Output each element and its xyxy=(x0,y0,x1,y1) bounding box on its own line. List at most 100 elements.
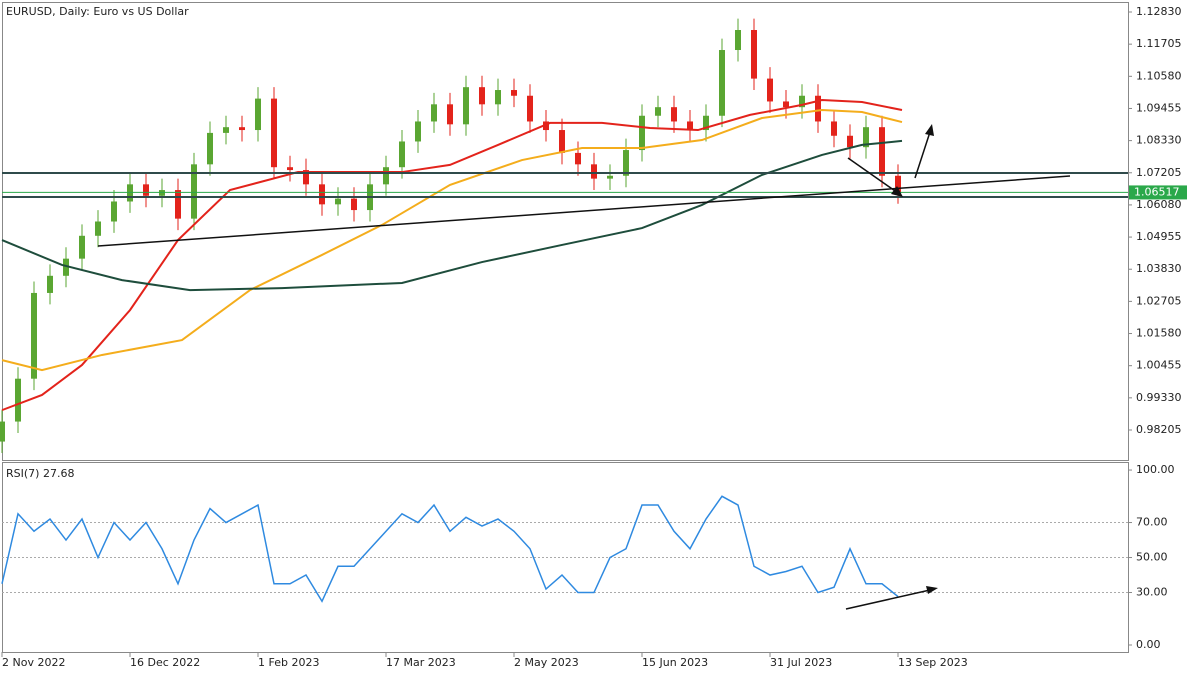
candle-body xyxy=(751,30,757,79)
candle-body xyxy=(143,184,149,196)
candle-body xyxy=(559,130,565,153)
candle-body xyxy=(719,50,725,116)
x-tick-label: 2 May 2023 xyxy=(514,656,579,669)
candle-body xyxy=(111,201,117,222)
candle-body xyxy=(399,141,405,168)
candle-body xyxy=(575,152,581,165)
candle-body xyxy=(191,164,197,219)
candle-body xyxy=(639,115,645,151)
candle-body xyxy=(767,78,773,102)
y-tick-label: 1.02705 xyxy=(1136,294,1182,307)
candle-body xyxy=(95,221,101,236)
x-tick-label: 2 Nov 2022 xyxy=(2,656,65,669)
candle-body xyxy=(479,87,485,105)
candle-body xyxy=(799,95,805,108)
candle-body xyxy=(31,292,37,379)
arrow-down xyxy=(847,157,899,194)
candle-body xyxy=(351,198,357,211)
candle-body xyxy=(335,198,341,205)
rsi-trendline xyxy=(845,589,931,610)
arrow-head xyxy=(926,586,938,594)
y-tick-label: 0.00 xyxy=(1136,638,1161,651)
candle-body xyxy=(511,90,517,96)
candle-body xyxy=(863,127,869,148)
y-tick-label: 1.01580 xyxy=(1136,327,1182,340)
x-tick-label: 13 Sep 2023 xyxy=(898,656,968,669)
arrow-head xyxy=(925,124,934,136)
price-panel xyxy=(2,2,1129,461)
y-tick-label: 0.99330 xyxy=(1136,391,1182,404)
y-tick-label: 100.00 xyxy=(1136,463,1175,476)
y-tick-label: 50.00 xyxy=(1136,551,1168,564)
candle-body xyxy=(447,104,453,125)
x-tick-label: 15 Jun 2023 xyxy=(642,656,708,669)
y-tick-label: 0.98205 xyxy=(1136,423,1182,436)
candle-body xyxy=(607,175,613,179)
candle-body xyxy=(703,115,709,131)
x-tick-label: 31 Jul 2023 xyxy=(770,656,832,669)
candle-body xyxy=(655,107,661,116)
candle-body xyxy=(287,167,293,171)
y-tick-label: 1.11705 xyxy=(1136,37,1182,50)
candle-body xyxy=(15,378,21,422)
x-tick-label: 1 Feb 2023 xyxy=(258,656,319,669)
rsi-line xyxy=(1,495,899,603)
candle-body xyxy=(383,167,389,185)
y-tick-label: 1.10580 xyxy=(1136,69,1182,82)
x-tick-label: 16 Dec 2022 xyxy=(130,656,200,669)
candle-body xyxy=(431,104,437,122)
y-tick-label: 1.08330 xyxy=(1136,134,1182,147)
candle-body xyxy=(255,98,261,131)
last-price-label: 1.06517 xyxy=(1134,185,1180,198)
candle-body xyxy=(495,90,501,105)
candle-body xyxy=(207,132,213,165)
candle-body xyxy=(831,121,837,136)
candle-body xyxy=(415,121,421,142)
y-tick-label: 30.00 xyxy=(1136,586,1168,599)
candle-body xyxy=(687,121,693,131)
candle-body xyxy=(319,184,325,205)
candle-body xyxy=(543,121,549,131)
moving-average xyxy=(1,139,903,292)
candle-body xyxy=(239,127,245,131)
trendline xyxy=(97,175,1071,247)
moving-average xyxy=(1,99,903,412)
candle-body xyxy=(895,175,901,193)
y-tick-label: 1.04955 xyxy=(1136,230,1182,243)
candle-body xyxy=(271,98,277,168)
annotations xyxy=(2,124,1128,610)
candle-body xyxy=(847,135,853,148)
arrow-up xyxy=(914,131,931,179)
y-tick-label: 1.07205 xyxy=(1136,166,1182,179)
y-tick-label: 1.09455 xyxy=(1136,101,1182,114)
candle-body xyxy=(623,150,629,176)
candle-body xyxy=(815,95,821,122)
candle-body xyxy=(527,95,533,122)
y-tick-label: 1.06080 xyxy=(1136,198,1182,211)
candle-body xyxy=(783,101,789,108)
candle-body xyxy=(223,127,229,133)
candle-body xyxy=(735,30,741,51)
y-tick-label: 1.12830 xyxy=(1136,5,1182,18)
candle-body xyxy=(79,235,85,259)
candle-body xyxy=(463,87,469,125)
last-price-box xyxy=(1129,185,1187,200)
candle-body xyxy=(63,258,69,276)
rsi-title: RSI(7) 27.68 xyxy=(6,467,74,480)
candle-body xyxy=(0,421,5,442)
candle-body xyxy=(47,275,53,293)
y-tick-label: 1.03830 xyxy=(1136,262,1182,275)
candle-body xyxy=(671,107,677,122)
chart-title: EURUSD, Daily: Euro vs US Dollar xyxy=(6,5,189,18)
candle-body xyxy=(303,170,309,185)
y-tick-label: 70.00 xyxy=(1136,516,1168,529)
candle-body xyxy=(591,164,597,179)
candle-body xyxy=(879,127,885,176)
x-tick-label: 17 Mar 2023 xyxy=(386,656,456,669)
candle-body xyxy=(175,190,181,219)
arrow-head xyxy=(891,186,903,197)
y-tick-label: 1.00455 xyxy=(1136,359,1182,372)
